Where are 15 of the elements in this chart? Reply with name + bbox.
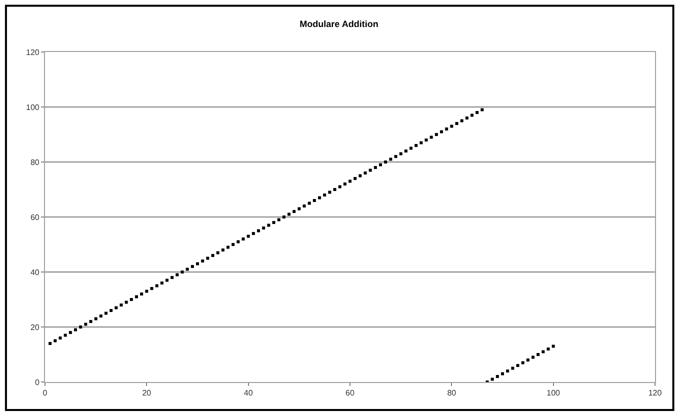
y-tick-label: 0 (34, 378, 40, 387)
chart-title: Modulare Addition (300, 18, 378, 29)
y-tick-label: 60 (30, 212, 40, 222)
y-tick-label: 120 (26, 48, 40, 57)
x-tick-label: 60 (346, 388, 355, 398)
x-tick-label: 120 (648, 388, 662, 398)
x-tick-label: 80 (447, 388, 457, 398)
x-tick-label: 100 (546, 388, 561, 398)
x-tick-label: 40 (244, 388, 254, 398)
y-tick-label: 20 (30, 322, 40, 332)
x-tick-label: 0 (42, 388, 48, 398)
y-tick-label: 40 (30, 268, 40, 277)
x-tick-label: 20 (142, 388, 152, 398)
y-tick-label: 100 (26, 102, 40, 112)
y-tick-label: 80 (30, 158, 40, 167)
